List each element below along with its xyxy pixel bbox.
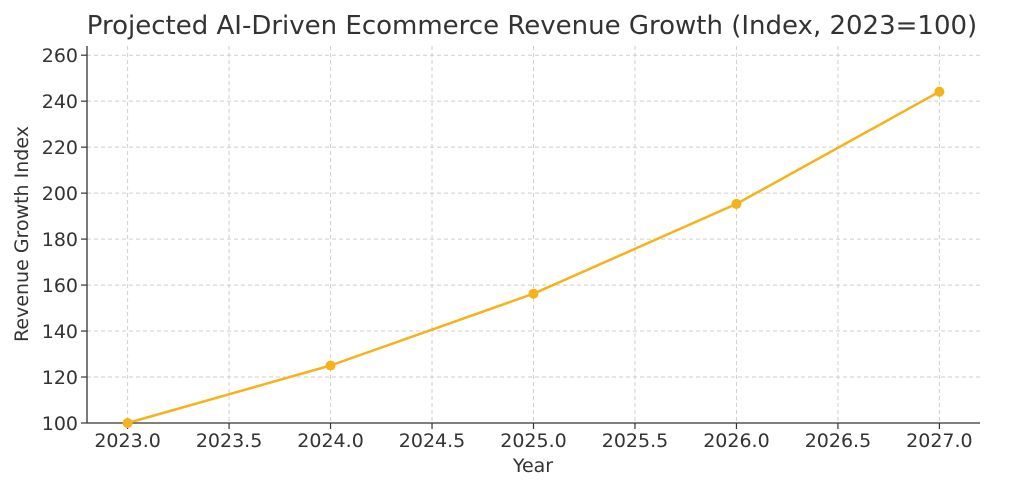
x-tick-label: 2024.0 [297,430,363,452]
data-point [325,360,336,371]
y-tick-label: 140 [42,321,78,343]
x-tick-label: 2023.5 [196,430,262,452]
y-tick-label: 200 [42,183,78,205]
y-tick-label: 160 [42,275,78,297]
x-axis-label: Year [512,455,553,477]
x-tick-label: 2025.5 [602,430,668,452]
chart-title: Projected AI-Driven Ecommerce Revenue Gr… [87,11,977,41]
grid [87,46,980,424]
x-tick-label: 2027.0 [906,430,972,452]
y-tick-label: 260 [42,45,78,67]
x-tick-label: 2026.5 [805,430,871,452]
x-tick-label: 2026.0 [703,430,769,452]
y-tick-label: 120 [42,367,78,389]
data-point [528,288,539,299]
x-tick-label: 2025.0 [500,430,566,452]
y-axis-ticks: 100 120 140 160 180 200 220 240 260 [42,45,87,435]
x-tick-label: 2023.0 [94,430,160,452]
series-layer [122,86,945,428]
y-tick-label: 240 [42,91,78,113]
x-tick-label: 2024.5 [399,430,465,452]
x-axis-ticks: 2023.0 2023.5 2024.0 2024.5 2025.0 2025.5 2026… [94,423,973,452]
data-point [122,418,133,428]
data-point [731,198,742,209]
y-axis-label: Revenue Growth Index [11,126,33,342]
y-tick-label: 220 [42,137,78,159]
data-point [934,86,945,97]
y-tick-label: 100 [42,413,78,435]
y-tick-label: 180 [42,229,78,251]
